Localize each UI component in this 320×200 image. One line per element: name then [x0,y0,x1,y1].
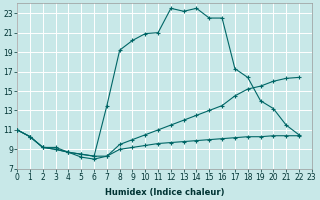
X-axis label: Humidex (Indice chaleur): Humidex (Indice chaleur) [105,188,224,197]
